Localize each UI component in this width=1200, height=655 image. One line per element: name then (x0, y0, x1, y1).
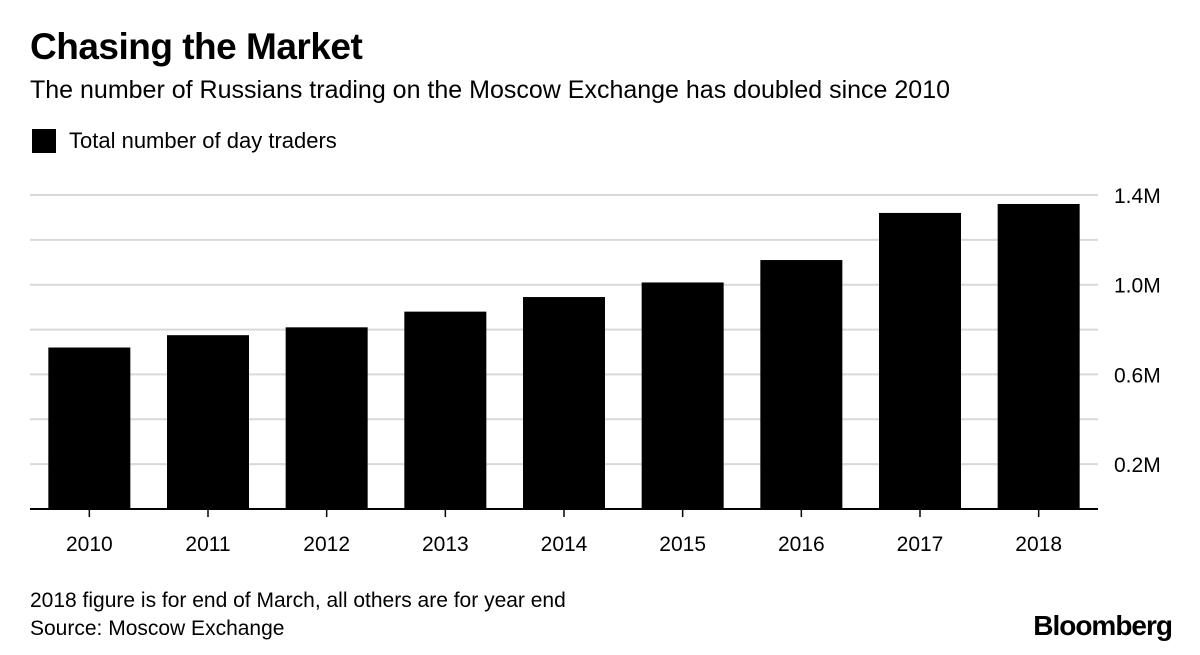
x-tick-label: 2015 (659, 533, 706, 556)
y-tick-label: 0.2M (1114, 454, 1161, 477)
y-tick-label: 1.0M (1114, 275, 1161, 298)
bar (641, 282, 724, 509)
legend: Total number of day traders (32, 128, 337, 154)
source-note: Source: Moscow Exchange (30, 617, 285, 640)
x-tick-label: 2017 (897, 533, 944, 556)
bar (523, 297, 605, 509)
bar (285, 327, 368, 509)
bar (404, 311, 487, 509)
legend-swatch (32, 129, 56, 153)
y-tick-label: 0.6M (1114, 364, 1161, 387)
x-tick-label: 2012 (303, 533, 350, 556)
bar (167, 335, 249, 509)
bar (997, 203, 1080, 509)
chart-subtitle: The number of Russians trading on the Mo… (30, 76, 951, 104)
x-tick-label: 2016 (778, 533, 825, 556)
y-tick-label: 1.4M (1114, 185, 1161, 208)
legend-label: Total number of day traders (69, 128, 337, 153)
bloomberg-logo: Bloomberg (1033, 610, 1173, 641)
bar (48, 347, 131, 509)
x-tick-label: 2013 (422, 533, 469, 556)
bar (879, 212, 961, 509)
x-tick-label: 2010 (66, 533, 113, 556)
footnote: 2018 figure is for end of March, all oth… (30, 589, 566, 612)
x-tick-label: 2018 (1015, 533, 1062, 556)
chart-title: Chasing the Market (30, 26, 363, 67)
bar (760, 260, 843, 509)
x-tick-label: 2011 (185, 533, 230, 556)
x-tick-label: 2014 (541, 533, 588, 556)
